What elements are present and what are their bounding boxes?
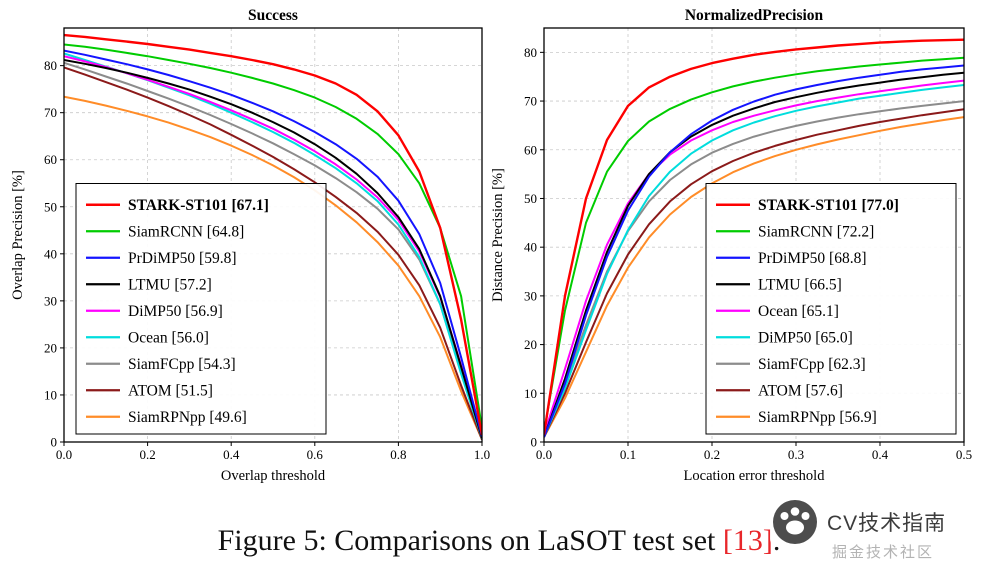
caption-citation-link[interactable]: [13]: [722, 524, 773, 557]
axes: 0.0 0.2 0.4 0.6 0.8 1.0 0 10 20 30 40 50 60 70 80: [44, 58, 490, 462]
curve-prdimp50: [64, 49, 482, 437]
legend-label-atom: ATOM [57.6]: [758, 382, 843, 399]
y-tick-label: 0: [51, 435, 58, 450]
y-tick-label: 60: [44, 152, 57, 167]
legend-label-ltmu: LTMU [57.2]: [128, 276, 212, 293]
chart-title: Success: [248, 7, 298, 24]
y-tick-label: 80: [524, 45, 537, 60]
x-tick-label: 0.5: [956, 447, 972, 462]
legend-label-ocean: Ocean [56.0]: [128, 329, 209, 346]
y-tick-label: 30: [44, 293, 57, 308]
legend: STARK-ST101 [67.1] SiamRCNN [64.8] PrDiMP5…: [75, 183, 327, 435]
watermark-box: CV技术指南: [770, 497, 996, 547]
x-tick-label: 0.4: [223, 447, 240, 462]
curve-stark-st101: [544, 38, 964, 435]
curve-siamrcnn: [64, 43, 482, 429]
legend-label-atom: ATOM [51.5]: [128, 382, 213, 399]
normalized-precision-plot: 0.0 0.1 0.2 0.3 0.4 0.5 0 10 20 30 40 50 60 70 80 Norma…: [488, 4, 974, 500]
x-tick-label: 1.0: [474, 447, 490, 462]
curve-siamfcpp: [64, 61, 482, 439]
plot-border: [63, 27, 483, 443]
x-tick-label: 0.0: [536, 447, 552, 462]
paw-logo-icon: [773, 500, 817, 544]
y-tick-label: 50: [524, 191, 537, 206]
x-tick-label: 0.2: [704, 447, 720, 462]
legend-label-stark-st101: STARK-ST101 [67.1]: [128, 197, 269, 214]
legend-label-ocean: Ocean [65.1]: [758, 303, 839, 320]
legend-label-siamfcpp: SiamFCpp [54.3]: [128, 356, 236, 373]
y-tick-label: 10: [524, 386, 537, 401]
x-tick-label: 0.8: [390, 447, 406, 462]
x-tick-label: 0.0: [56, 447, 72, 462]
y-tick-label: 70: [524, 94, 537, 109]
curve-siamrpnpp: [64, 95, 482, 440]
legend-label-siamrcnn: SiamRCNN [64.8]: [128, 223, 244, 240]
y-tick-label: 60: [524, 142, 537, 157]
curve-ltmu: [544, 71, 964, 438]
legend-label-dimp50: DiMP50 [56.9]: [128, 303, 223, 320]
curve-atom: [64, 66, 482, 440]
y-tick-label: 0: [531, 435, 538, 450]
legend-label-dimp50: DiMP50 [65.0]: [758, 329, 853, 346]
y-tick-label: 50: [44, 199, 57, 214]
curves: [64, 33, 482, 440]
x-tick-label: 0.4: [872, 447, 889, 462]
curve-siamrcnn: [544, 56, 964, 433]
watermark-subtitle: 掘金技术社区: [832, 544, 935, 561]
x-tick-label: 0.2: [139, 447, 155, 462]
chart-title: NormalizedPrecision: [685, 7, 824, 24]
chart-svg-normalizedprecision: 0.0 0.1 0.2 0.3 0.4 0.5 0 10 20 30 40 50 60 70 80 Norma…: [490, 7, 972, 484]
y-tick-label: 40: [524, 240, 537, 255]
y-tick-label: 30: [524, 288, 537, 303]
chart-svg-success: 0.0 0.2 0.4 0.6 0.8 1.0 0 10 20 30 40 50 60 70 80 Succe…: [10, 7, 490, 484]
legend-label-siamrcnn: SiamRCNN [72.2]: [758, 223, 874, 240]
x-tick-label: 0.3: [788, 447, 804, 462]
y-tick-label: 80: [44, 58, 57, 73]
curve-stark-st101: [64, 33, 482, 436]
y-axis-label: Overlap Precision [%]: [10, 170, 26, 300]
watermark-title: CV技术指南: [827, 512, 947, 535]
curve-prdimp50: [544, 64, 964, 438]
x-axis-label: Location error threshold: [684, 468, 826, 484]
curve-atom: [544, 108, 964, 438]
curves: [544, 38, 964, 438]
legend-label-siamrpnpp: SiamRPNpp [56.9]: [758, 409, 877, 426]
curve-siamrpnpp: [544, 116, 964, 438]
legend: STARK-ST101 [77.0] SiamRCNN [72.2] PrDiMP5…: [705, 183, 957, 435]
legend-label-prdimp50: PrDiMP50 [68.8]: [758, 250, 867, 267]
y-tick-label: 70: [44, 105, 57, 120]
watermark: CV技术指南 掘金技术社区: [770, 497, 996, 562]
curve-dimp50: [544, 84, 964, 438]
success-plot: 0.0 0.2 0.4 0.6 0.8 1.0 0 10 20 30 40 50 60 70 80 Succe…: [8, 4, 492, 500]
x-tick-label: 0.6: [307, 447, 324, 462]
caption-text: Figure 5: Comparisons on LaSOT test set: [217, 524, 723, 557]
legend-label-siamfcpp: SiamFCpp [62.3]: [758, 356, 866, 373]
legend-label-ltmu: LTMU [66.5]: [758, 276, 842, 293]
y-tick-label: 20: [44, 340, 57, 355]
x-tick-label: 0.1: [620, 447, 636, 462]
legend-label-stark-st101: STARK-ST101 [77.0]: [758, 197, 899, 214]
x-axis-label: Overlap threshold: [221, 468, 326, 484]
figure-caption: Figure 5: Comparisons on LaSOT test set …: [0, 524, 998, 558]
legend-label-prdimp50: PrDiMP50 [59.8]: [128, 250, 237, 267]
curve-ltmu: [64, 59, 482, 439]
curve-ocean: [544, 79, 964, 436]
y-tick-label: 20: [524, 337, 537, 352]
plot-border: [543, 27, 965, 443]
y-tick-label: 40: [44, 246, 57, 261]
y-tick-label: 10: [44, 387, 57, 402]
legend-label-siamrpnpp: SiamRPNpp [49.6]: [128, 409, 247, 426]
y-axis-label: Distance Precision [%]: [490, 168, 506, 302]
axes: 0.0 0.1 0.2 0.3 0.4 0.5 0 10 20 30 40 50 60 70 80: [524, 45, 972, 462]
